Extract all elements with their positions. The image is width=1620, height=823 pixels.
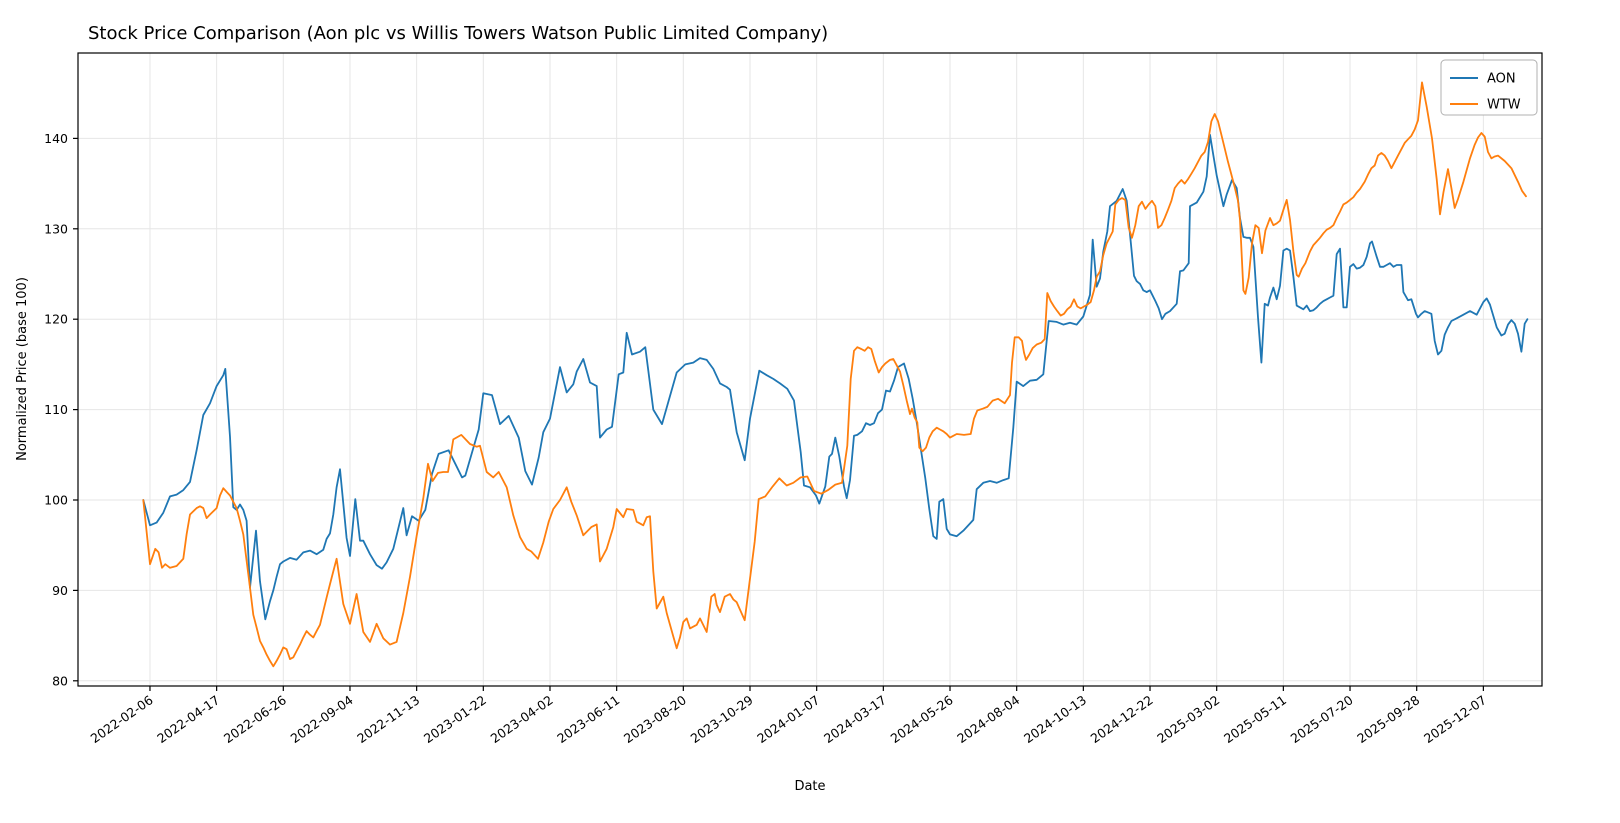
legend-label-wtw: WTW — [1487, 98, 1521, 113]
series-line-aon — [142, 133, 1529, 621]
legend-box — [1440, 59, 1538, 116]
legend: AON WTW — [1440, 59, 1538, 116]
series-line-wtw — [142, 81, 1527, 668]
y-tick-label: 140 — [44, 131, 68, 146]
x-axis-label: Date — [794, 779, 825, 794]
gridlines — [78, 53, 1542, 686]
y-tick-label: 110 — [44, 402, 68, 417]
y-tick-label: 100 — [44, 493, 68, 508]
y-tick-label: 80 — [52, 673, 68, 688]
legend-label-aon: AON — [1487, 72, 1516, 87]
series-lines — [142, 81, 1529, 668]
y-tick-label: 130 — [44, 221, 68, 236]
y-axis-label: Normalized Price (base 100) — [15, 277, 30, 461]
chart-title: Stock Price Comparison (Aon plc vs Willi… — [88, 23, 828, 44]
tick-marks — [73, 137, 1484, 691]
y-tick-label: 90 — [52, 583, 68, 598]
y-tick-label: 120 — [44, 312, 68, 327]
plot-area — [77, 52, 1543, 687]
